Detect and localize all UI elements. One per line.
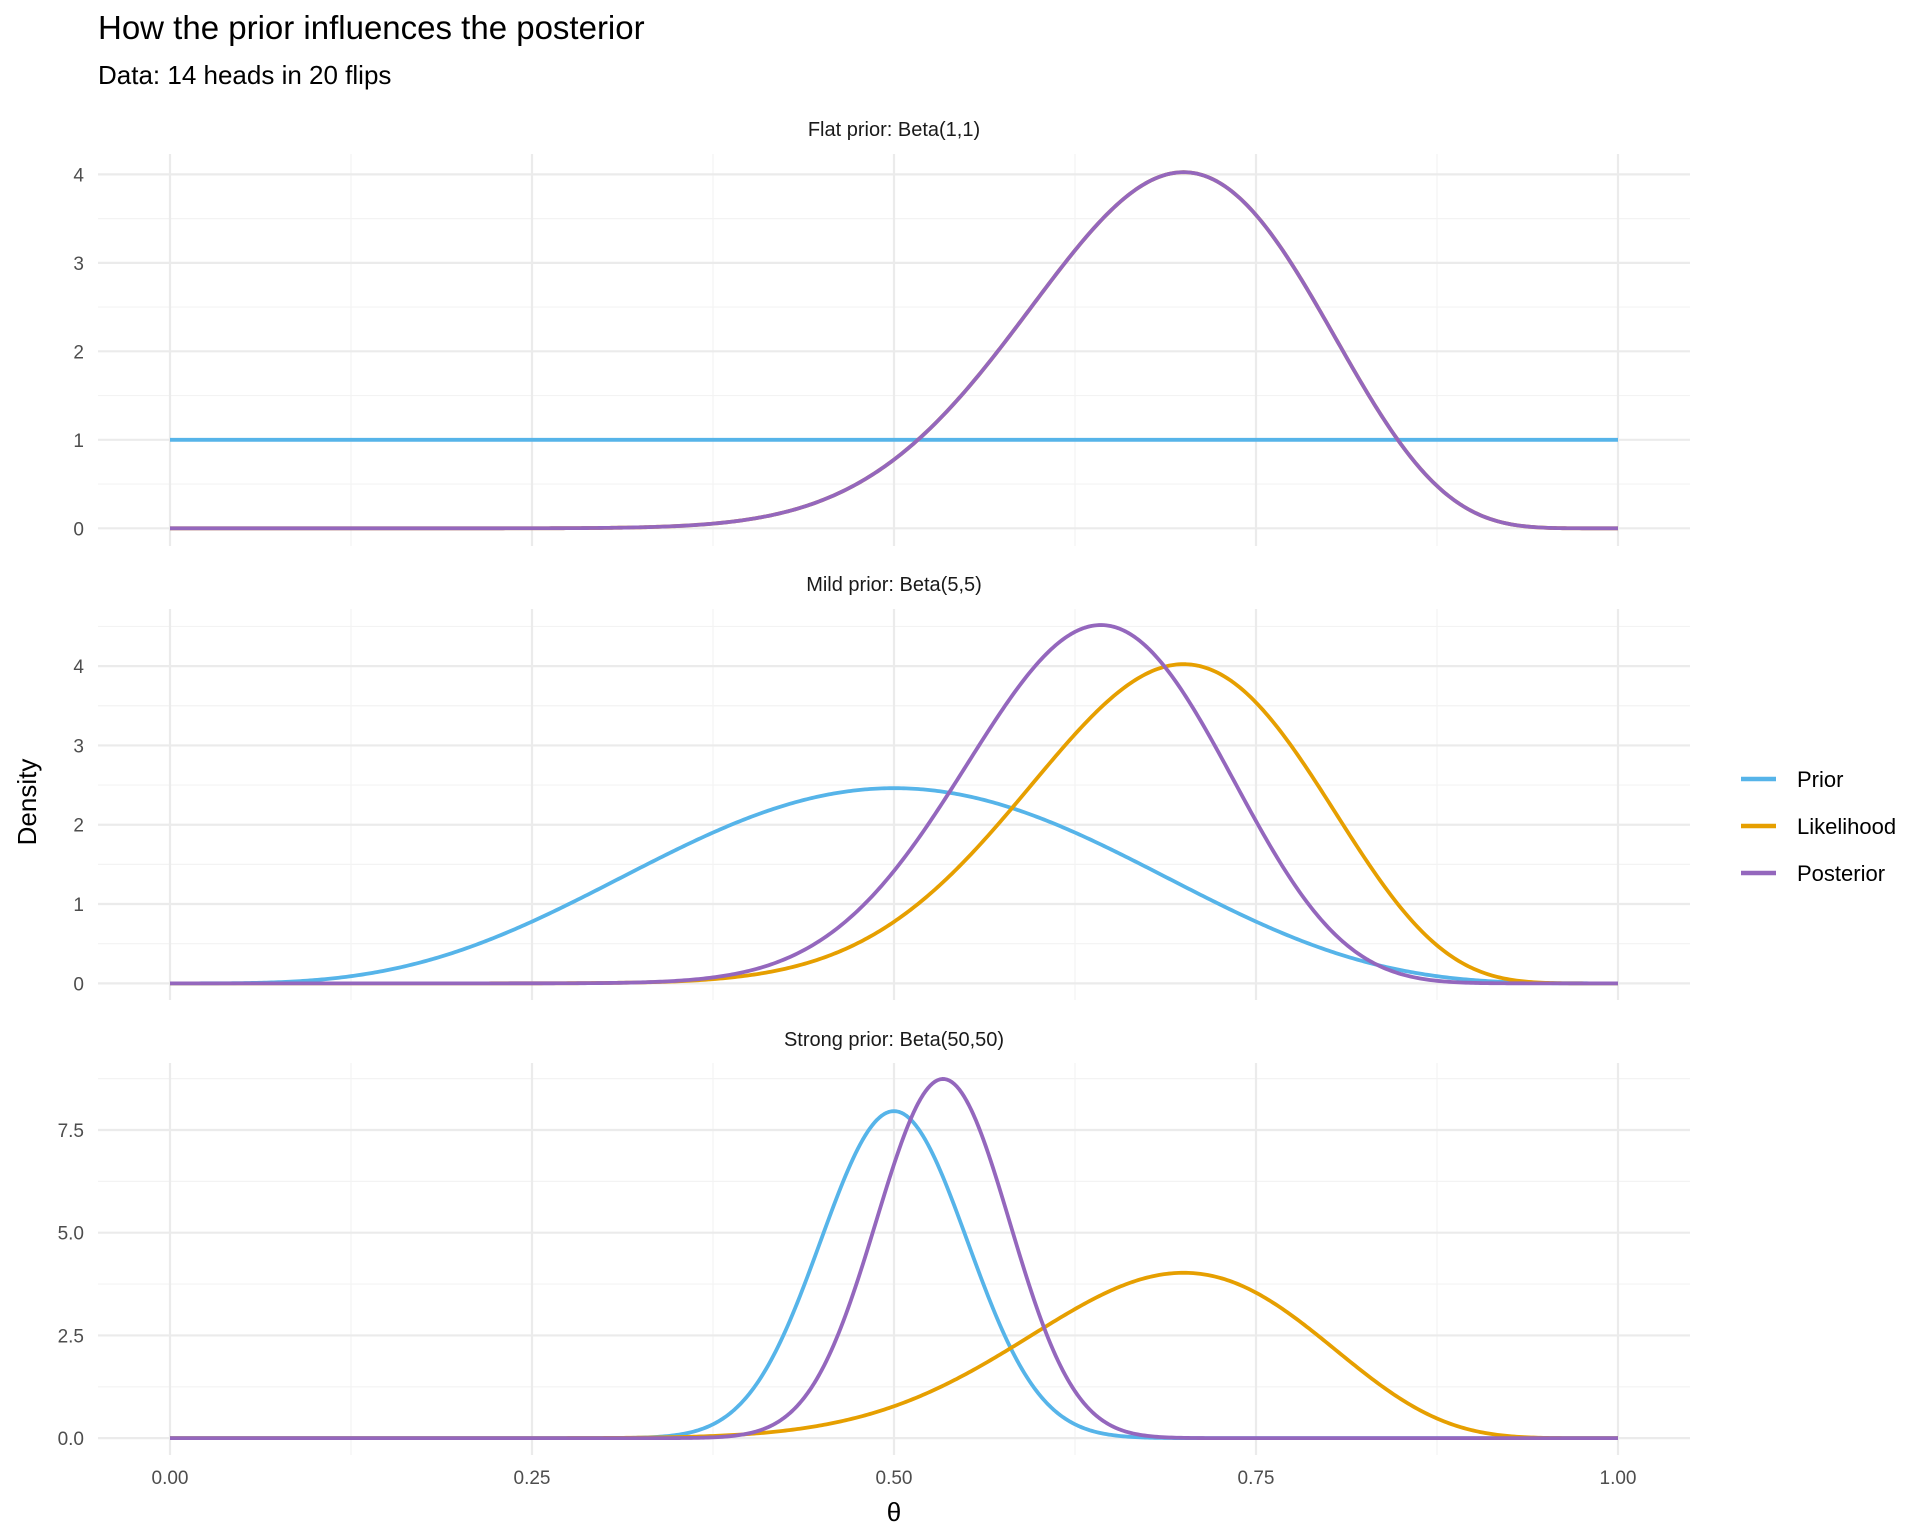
panel-strip-label: Strong prior: Beta(50,50) bbox=[784, 1029, 1004, 1051]
x-tick-label: 0.25 bbox=[514, 1468, 551, 1489]
y-tick-label: 2.5 bbox=[58, 1326, 84, 1347]
y-tick-label: 1 bbox=[73, 431, 84, 452]
y-tick-label: 1 bbox=[73, 895, 84, 916]
chart-subtitle: Data: 14 heads in 20 flips bbox=[98, 60, 391, 90]
y-tick-label: 0 bbox=[73, 974, 84, 995]
legend-label: Prior bbox=[1797, 767, 1843, 792]
y-tick-label: 7.5 bbox=[58, 1121, 84, 1142]
y-tick-label: 0 bbox=[73, 519, 84, 540]
panel-1: Flat prior: Beta(1,1) 0 1 2 3 4 bbox=[73, 119, 1690, 546]
x-axis-label: θ bbox=[887, 1497, 901, 1527]
panel-strip-label: Flat prior: Beta(1,1) bbox=[808, 119, 980, 141]
y-tick-label: 2 bbox=[73, 816, 84, 837]
y-axis-label: Density bbox=[12, 759, 42, 846]
legend: Prior Likelihood Posterior bbox=[1741, 767, 1896, 886]
legend-label: Posterior bbox=[1797, 861, 1885, 886]
y-tick-label: 4 bbox=[73, 657, 84, 678]
series-line-posterior bbox=[170, 1077, 1618, 1441]
chart-title: How the prior influences the posterior bbox=[98, 9, 645, 46]
panel-strip-label: Mild prior: Beta(5,5) bbox=[806, 574, 982, 596]
x-tick-label: 0.50 bbox=[876, 1468, 913, 1489]
y-tick-label: 2 bbox=[73, 342, 84, 363]
y-tick-label: 0.0 bbox=[58, 1429, 84, 1450]
panel-3: Strong prior: Beta(50,50) 0.0 2.5 5.0 7.5 bbox=[58, 1029, 1690, 1455]
series-line-posterior bbox=[170, 623, 1618, 986]
x-tick-label: 0.00 bbox=[152, 1468, 189, 1489]
x-tick-label: 1.00 bbox=[1600, 1468, 1637, 1489]
y-tick-label: 5.0 bbox=[58, 1224, 84, 1245]
x-tick-label: 0.75 bbox=[1238, 1468, 1275, 1489]
legend-label: Likelihood bbox=[1797, 814, 1896, 839]
y-tick-label: 3 bbox=[73, 254, 84, 275]
y-tick-label: 3 bbox=[73, 736, 84, 757]
y-tick-label: 4 bbox=[73, 165, 84, 186]
panel-2: Mild prior: Beta(5,5) 0 1 2 3 4 bbox=[73, 574, 1690, 1000]
series-line-posterior bbox=[170, 170, 1618, 531]
